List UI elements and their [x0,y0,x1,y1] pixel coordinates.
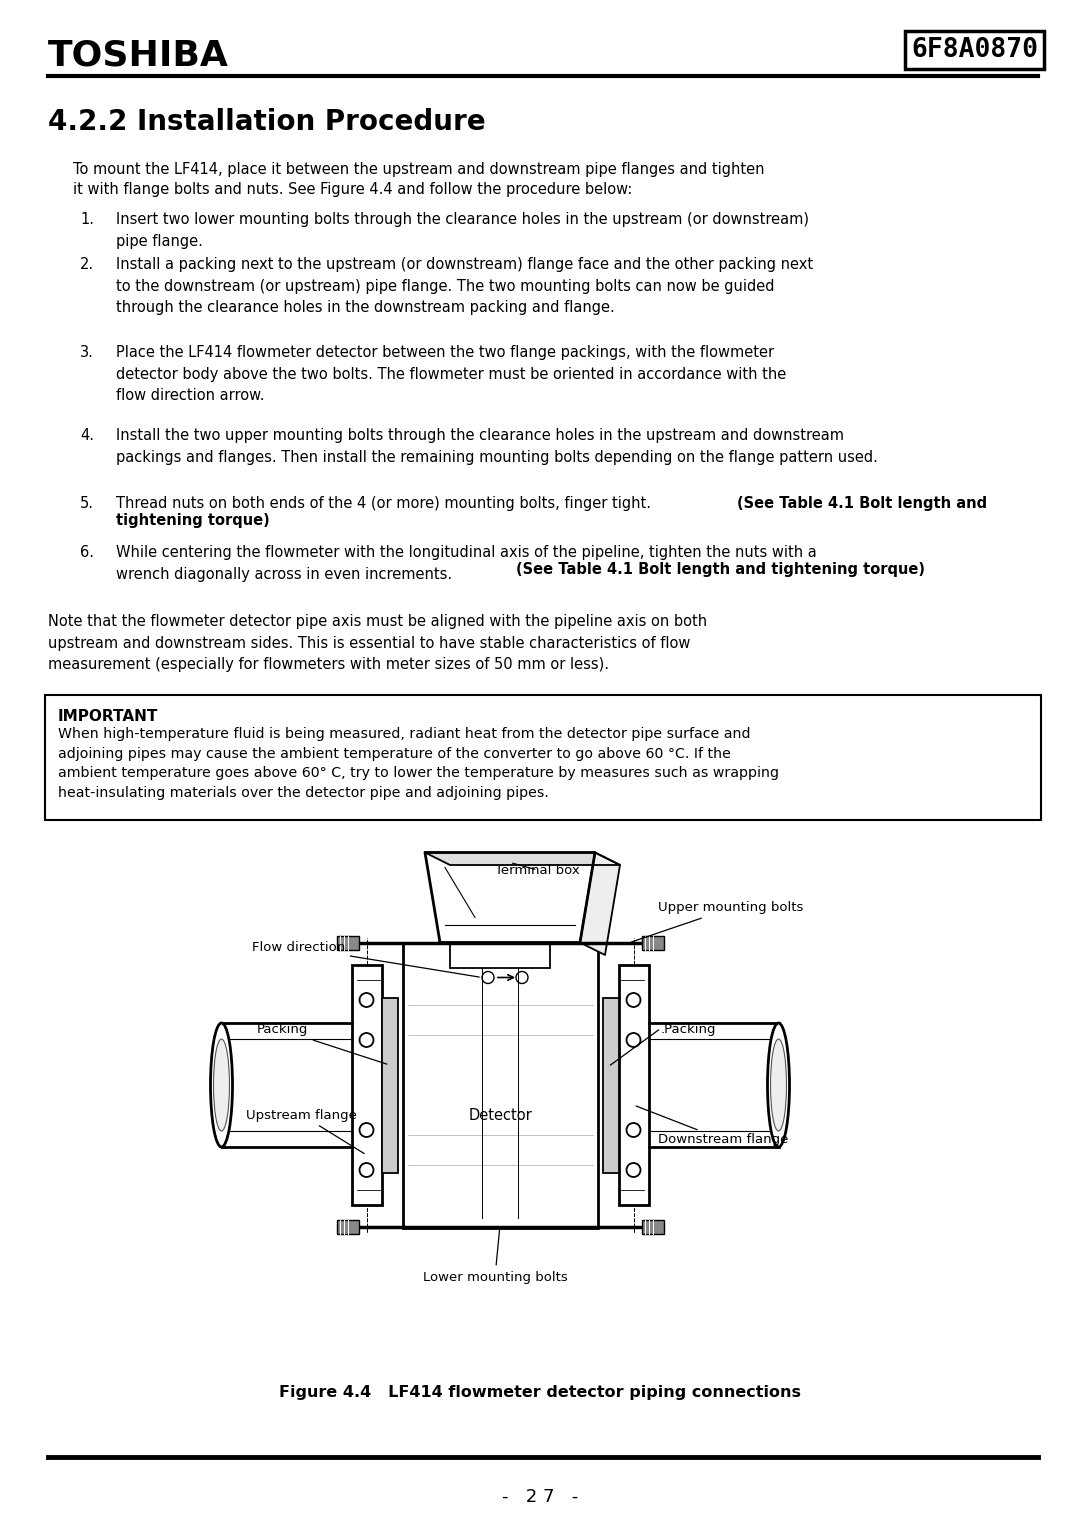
Text: 6F8A0870: 6F8A0870 [912,37,1038,63]
Text: TOSHIBA: TOSHIBA [48,40,229,73]
Bar [337,936,359,950]
Text: 2.: 2. [80,257,94,272]
Text: Place the LF414 flowmeter detector between the two flange packings, with the flo: Place the LF414 flowmeter detector betwe… [116,345,786,403]
Text: Install the two upper mounting bolts through the clearance holes in the upstream: Install the two upper mounting bolts thr… [116,428,878,464]
Text: Detector: Detector [468,1107,531,1122]
Text: 4.: 4. [80,428,94,443]
Text: Install a packing next to the upstream (or downstream) flange face and the other: Install a packing next to the upstream (… [116,257,813,315]
Bar [642,936,663,950]
Text: Downstream flange: Downstream flange [636,1106,788,1147]
Bar [45,695,1041,820]
Text: 1.: 1. [80,212,94,228]
Text: -   2 7   -: - 2 7 - [502,1487,578,1506]
Text: Figure 4.4   LF414 flowmeter detector piping connections: Figure 4.4 LF414 flowmeter detector pipi… [279,1385,801,1400]
Ellipse shape [214,1038,229,1132]
Ellipse shape [211,1023,232,1147]
Text: Flow direction: Flow direction [252,941,480,977]
Bar [403,942,597,1228]
Bar [619,965,648,1205]
Text: Note that the flowmeter detector pipe axis must be aligned with the pipeline axi: Note that the flowmeter detector pipe ax… [48,614,707,672]
Bar [351,965,381,1205]
Ellipse shape [770,1038,786,1132]
Polygon shape [426,852,620,864]
Bar [450,938,550,968]
Bar [642,1220,663,1234]
Text: tightening torque): tightening torque) [116,513,270,528]
Polygon shape [580,852,620,954]
Text: 3.: 3. [80,345,94,360]
Bar [337,1220,359,1234]
Polygon shape [426,852,595,942]
Bar [381,997,397,1173]
Text: .Packing: .Packing [661,1023,716,1037]
Text: Upper mounting bolts: Upper mounting bolts [631,901,804,942]
Text: Upstream flange: Upstream flange [246,1109,364,1153]
Text: (See Table 4.1 Bolt length and: (See Table 4.1 Bolt length and [737,496,987,512]
Text: When high-temperature fluid is being measured, radiant heat from the detector pi: When high-temperature fluid is being mea… [58,727,779,800]
Text: Packing: Packing [257,1023,387,1064]
Text: Insert two lower mounting bolts through the clearance holes in the upstream (or : Insert two lower mounting bolts through … [116,212,809,249]
Text: it with flange bolts and nuts. See Figure 4.4 and follow the procedure below:: it with flange bolts and nuts. See Figur… [73,182,633,197]
Text: While centering the flowmeter with the longitudinal axis of the pipeline, tighte: While centering the flowmeter with the l… [116,545,816,582]
Ellipse shape [768,1023,789,1147]
Text: 5.: 5. [80,496,94,512]
Text: To mount the LF414, place it between the upstream and downstream pipe flanges an: To mount the LF414, place it between the… [73,162,765,177]
Text: (See Table 4.1 Bolt length and tightening torque): (See Table 4.1 Bolt length and tightenin… [516,562,924,577]
Text: Thread nuts on both ends of the 4 (or more) mounting bolts, finger tight.: Thread nuts on both ends of the 4 (or mo… [116,496,656,512]
Text: Terminal box: Terminal box [495,863,580,876]
Text: 4.2.2 Installation Procedure: 4.2.2 Installation Procedure [48,108,486,136]
Text: IMPORTANT: IMPORTANT [58,709,159,724]
Text: 6.: 6. [80,545,94,560]
Bar [603,997,619,1173]
Text: Lower mounting bolts: Lower mounting bolts [422,1228,567,1284]
